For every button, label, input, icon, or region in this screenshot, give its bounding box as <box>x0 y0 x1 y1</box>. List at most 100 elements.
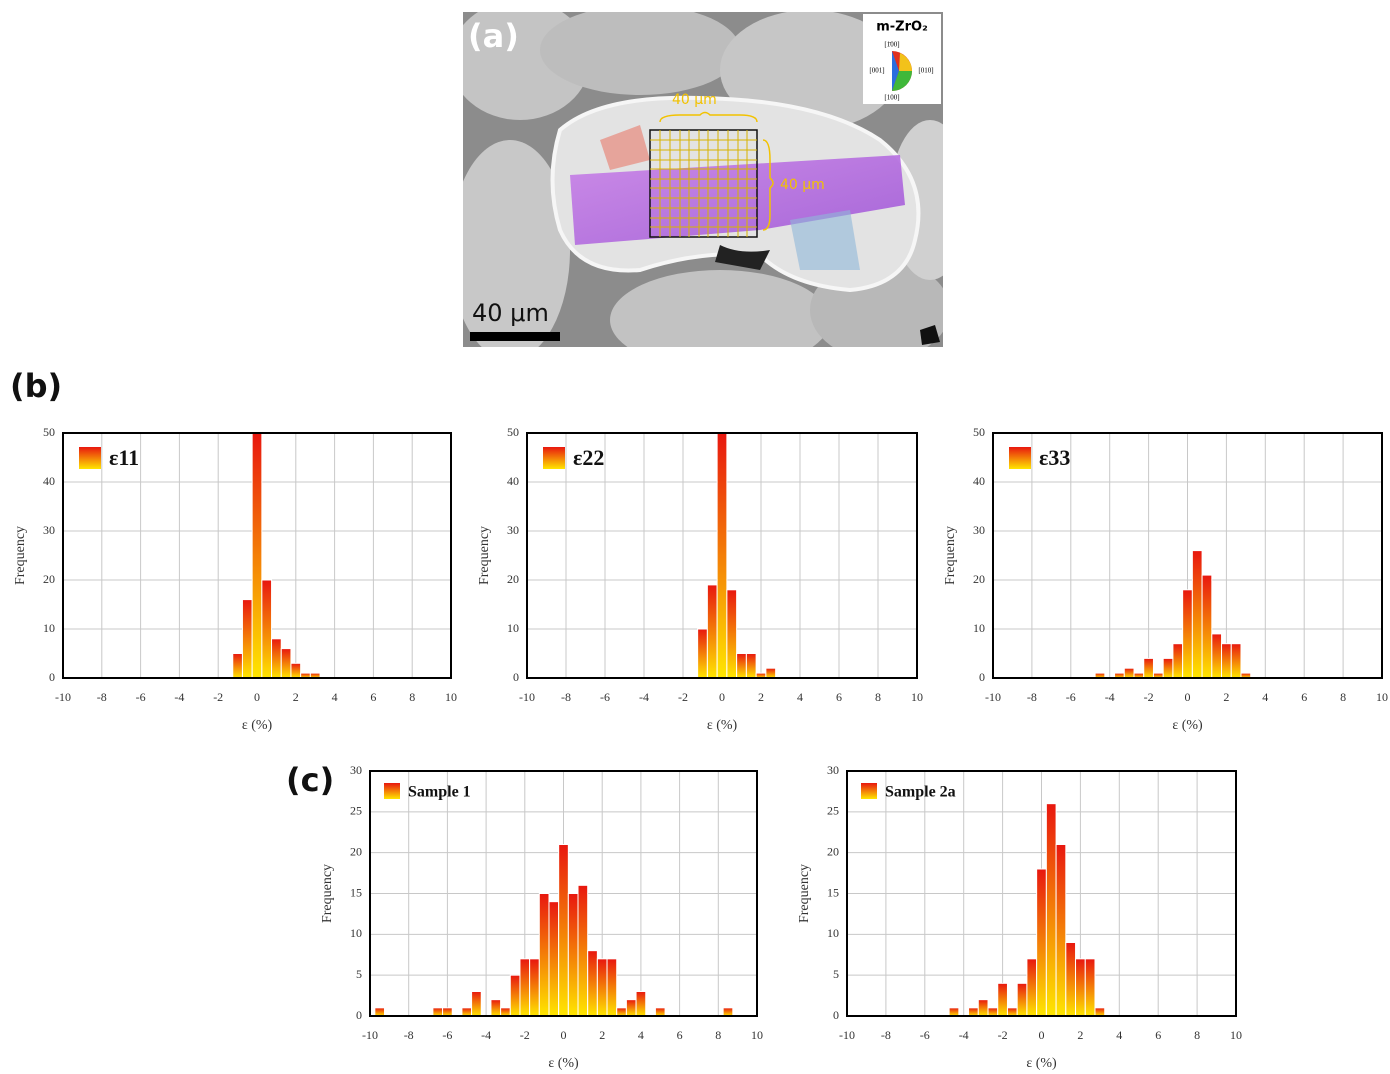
x-tick-label: -6 <box>1066 690 1076 704</box>
bar <box>1006 1007 1018 1017</box>
bar <box>241 599 253 679</box>
y-tick-label: 0 <box>356 1008 362 1022</box>
x-tick-label: -6 <box>442 1028 452 1042</box>
bar <box>1065 942 1077 1017</box>
x-tick-label: -10 <box>839 1028 855 1042</box>
x-tick-label: 2 <box>1223 690 1229 704</box>
x-tick-label: 2 <box>293 690 299 704</box>
y-tick-label: 10 <box>827 926 839 940</box>
bar <box>519 958 531 1017</box>
bar <box>558 844 569 1017</box>
x-tick-label: 0 <box>254 690 260 704</box>
bar <box>977 999 989 1017</box>
bar <box>1123 667 1135 679</box>
bar <box>232 653 243 679</box>
x-tick-label: -8 <box>561 690 571 704</box>
legend-swatch <box>1009 447 1031 469</box>
bar <box>374 1007 386 1017</box>
bar <box>548 901 560 1017</box>
x-tick-label: -6 <box>136 690 146 704</box>
x-tick-label: 10 <box>1230 1028 1242 1042</box>
plot-frame <box>992 432 1383 679</box>
plot-frame <box>526 432 918 679</box>
x-tick-label: 10 <box>911 690 923 704</box>
y-tick-label: 5 <box>833 967 839 981</box>
plot-frame <box>846 770 1237 1017</box>
x-tick-label: 0 <box>1039 1028 1045 1042</box>
y-tick-label: 20 <box>827 844 839 858</box>
scale-bar <box>470 332 560 341</box>
x-tick-label: 2 <box>758 690 764 704</box>
y-tick-label: 15 <box>350 885 362 899</box>
x-tick-label: 6 <box>1301 690 1307 704</box>
panel-label: (a) <box>468 17 519 55</box>
bar <box>1182 589 1193 679</box>
x-tick-label: -10 <box>519 690 535 704</box>
bar <box>968 1007 979 1017</box>
x-tick-label: -2 <box>678 690 688 704</box>
x-tick-label: -6 <box>920 1028 930 1042</box>
x-axis-label: ε (%) <box>1026 1056 1057 1071</box>
bar <box>290 662 302 679</box>
y-tick-label: 5 <box>356 967 362 981</box>
y-tick-label: 10 <box>43 621 55 635</box>
bar <box>654 1007 666 1017</box>
y-axis-label: Frequency <box>943 526 958 585</box>
bar <box>745 653 757 679</box>
bar <box>1016 982 1028 1017</box>
y-tick-label: 25 <box>350 804 362 818</box>
x-tick-label: -2 <box>520 1028 530 1042</box>
bar <box>1162 657 1174 679</box>
legend-label: Sample 2a <box>885 784 956 801</box>
bar <box>1036 868 1047 1017</box>
x-tick-label: -4 <box>481 1028 491 1042</box>
x-axis-label: ε (%) <box>707 718 738 733</box>
x-tick-label: -10 <box>55 690 71 704</box>
bar <box>461 1007 473 1017</box>
legend-label: ε33 <box>1039 445 1070 470</box>
x-tick-label: 2 <box>1077 1028 1083 1042</box>
x-tick-label: -2 <box>213 690 223 704</box>
bar <box>432 1007 444 1017</box>
ipf-key <box>899 53 912 71</box>
x-tick-label: -4 <box>639 690 649 704</box>
x-tick-label: 10 <box>751 1028 763 1042</box>
bar <box>736 653 747 679</box>
bar <box>538 893 550 1017</box>
bar <box>625 999 637 1017</box>
bar <box>1026 958 1038 1017</box>
y-tick-label: 50 <box>973 425 985 439</box>
bar <box>606 958 618 1017</box>
y-tick-label: 0 <box>49 670 55 684</box>
bar <box>1172 643 1184 679</box>
x-tick-label: -6 <box>600 690 610 704</box>
bar <box>251 432 263 679</box>
bar <box>987 1007 999 1017</box>
x-tick-label: -8 <box>404 1028 414 1042</box>
y-tick-label: 30 <box>507 523 519 537</box>
y-axis-label: Frequency <box>797 864 812 923</box>
x-tick-label: -4 <box>1105 690 1115 704</box>
panel-label: (c) <box>286 761 334 799</box>
x-axis-label: ε (%) <box>242 718 273 733</box>
x-tick-label: -2 <box>1144 690 1154 704</box>
y-tick-label: 20 <box>507 572 519 586</box>
x-tick-label: 0 <box>1185 690 1191 704</box>
y-tick-label: 50 <box>43 425 55 439</box>
bar <box>596 958 608 1017</box>
y-tick-label: 40 <box>973 474 985 488</box>
bar <box>261 579 273 679</box>
bar <box>997 982 1008 1017</box>
bar <box>635 991 647 1017</box>
x-tick-label: 8 <box>715 1028 721 1042</box>
y-tick-label: 0 <box>979 670 985 684</box>
y-tick-label: 10 <box>350 926 362 940</box>
bar <box>490 999 502 1017</box>
y-tick-label: 15 <box>827 885 839 899</box>
x-tick-label: 8 <box>409 690 415 704</box>
y-axis-label: Frequency <box>320 864 335 923</box>
grid-width-label: 40 μm <box>672 92 717 108</box>
x-tick-label: 6 <box>1155 1028 1161 1042</box>
bar <box>1230 643 1242 679</box>
